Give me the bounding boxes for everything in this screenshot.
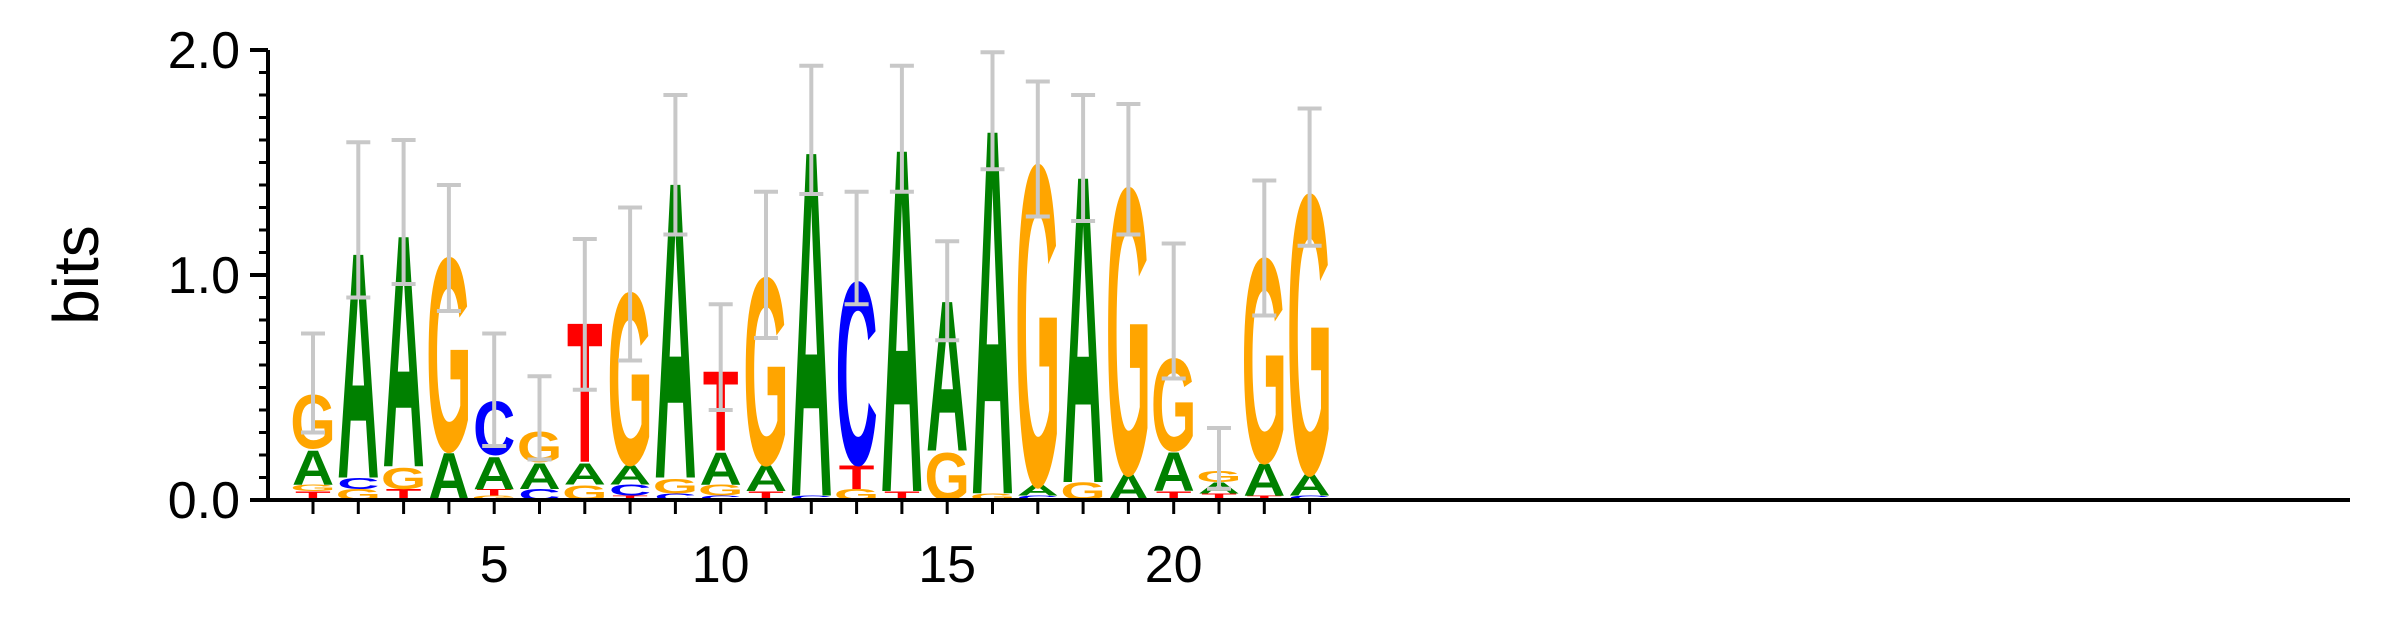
logo-letter-G: G: [970, 492, 1015, 502]
logo-letter-C: C: [790, 494, 832, 501]
logo-letter-A: A: [518, 456, 560, 497]
logo-letter-A: A: [1017, 482, 1059, 499]
logo-letter-G: G: [653, 474, 698, 498]
logo-letter-T: T: [1201, 492, 1237, 502]
logo-letter-A: A: [473, 447, 515, 499]
logo-letter-A: A: [1243, 454, 1285, 506]
logo-letter-C: C: [1289, 494, 1331, 501]
logo-letter-A: A: [700, 443, 742, 495]
logo-letter-A: A: [609, 459, 651, 490]
y-axis-title: bits: [40, 225, 112, 325]
logo-letter-A: A: [292, 440, 334, 495]
y-tick-label: 2.0: [168, 22, 240, 80]
logo-letter-G: G: [290, 483, 335, 493]
y-axis: 0.0 1.0 2.0: [168, 22, 270, 530]
logo-letter-C: C: [337, 475, 379, 492]
logo-letter-G: G: [472, 494, 517, 501]
x-tick-label: 5: [480, 536, 509, 594]
logo-letter-T: T: [1246, 494, 1282, 501]
logo-letter-A: A: [564, 457, 606, 491]
logo-letter-T: T: [839, 459, 875, 497]
y-tick-label: 0.0: [168, 472, 240, 530]
x-tick-label: 20: [1145, 536, 1203, 594]
y-tick-label: 1.0: [168, 247, 240, 305]
logo-letter-A: A: [1153, 441, 1195, 503]
x-axis: 5 10 15 20: [268, 498, 2350, 594]
logo-letter-C: C: [1017, 494, 1059, 501]
logo-letter-G: G: [698, 482, 743, 499]
logo-letter-T: T: [476, 487, 512, 497]
x-tick-label: 15: [918, 536, 976, 594]
logo-letter-G: G: [381, 461, 426, 495]
logo-letter-C: C: [609, 482, 651, 499]
logo-letter-A: A: [745, 458, 787, 499]
logo-letter-T: T: [612, 494, 648, 501]
logo-letter-A: A: [1289, 468, 1331, 502]
error-bars: [301, 50, 1322, 491]
logo-letter-C: C: [654, 492, 696, 502]
x-tick-label: 10: [692, 536, 750, 594]
logo-letter-C: C: [700, 494, 742, 501]
